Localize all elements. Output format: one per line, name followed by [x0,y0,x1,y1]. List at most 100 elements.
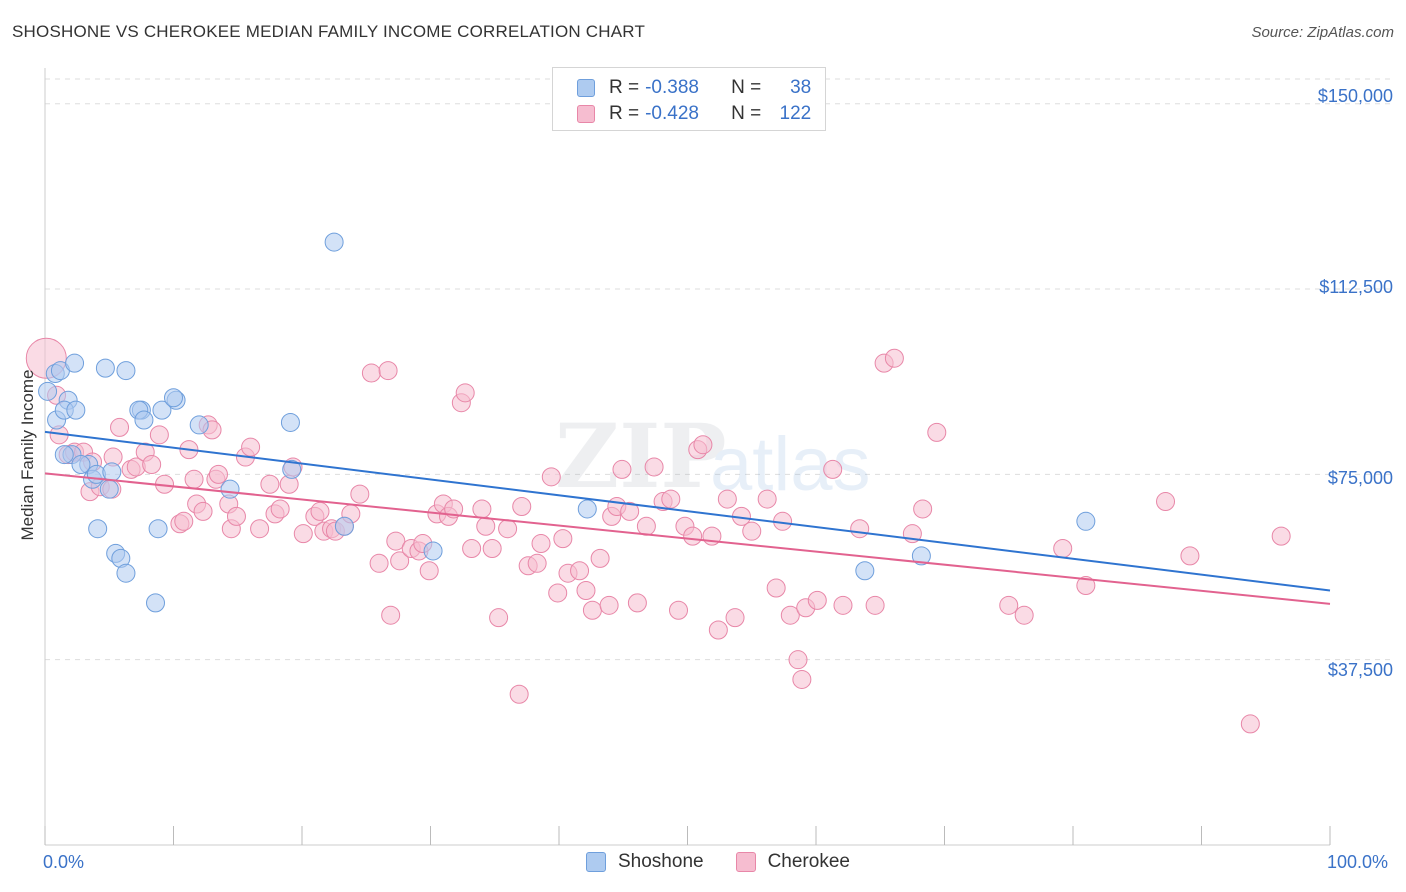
cherokee-point [369,553,389,573]
source-note: Source: ZipAtlas.com [1251,24,1394,41]
cherokee-point [476,516,496,536]
shoshone-point [152,400,172,420]
cherokee-point [599,595,619,615]
cherokee-point [927,422,947,442]
cherokee-point [884,348,904,368]
shoshone-point [189,415,209,435]
shoshone-point [146,593,166,613]
watermark-atlas: atlas [710,422,871,507]
legend-row-cherokee: R = -0.428 N = 122 [577,102,811,126]
cherokee-point [1053,538,1073,558]
cherokee-point [850,519,870,539]
cherokee-point [807,590,827,610]
cherokee-points [25,337,1291,734]
shoshone-points [38,232,1096,613]
y-tick-label: $37,500 [1327,660,1393,680]
watermark: ZIP atlas [555,404,871,508]
cherokee-point [527,553,547,573]
shoshone-point [324,232,344,252]
shoshone-point [95,358,115,378]
legend-r-label: R = [609,77,640,98]
cherokee-point [590,548,610,568]
cherokee-point [482,538,502,558]
cherokee-point [833,595,853,615]
shoshone-point [88,519,108,539]
shoshone-point [71,454,91,474]
cherokee-point [788,650,808,670]
legend-item-shoshone: Shoshone [586,851,704,873]
cherokee-point [620,501,640,521]
cherokee-point [582,600,602,620]
cherokee-point [381,605,401,625]
cherokee-point [531,534,551,554]
y-tick-label: $112,500 [1319,277,1393,297]
series-legend: Shoshone Cherokee [586,851,882,873]
cherokee-point [241,437,261,457]
cherokee-point [683,526,703,546]
cherokee-point [110,417,130,437]
shoshone-point [164,388,183,408]
cherokee-point [350,484,370,504]
cherokee-point [1180,546,1200,566]
cherokee-n-value: 122 [779,103,812,124]
shoshone-point [65,353,85,373]
cherokee-point [742,521,762,541]
y-axis-title: Median Family Income [18,369,37,541]
legend-n-label: N = [731,77,762,98]
y-tick-label: $150,000 [1317,86,1393,106]
cherokee-point [576,580,596,600]
cherokee-point [512,496,532,516]
shoshone-point [116,563,136,583]
cherokee-point [293,524,313,544]
cherokee-point [208,464,228,484]
shoshone-point [134,410,154,430]
cherokee-point [184,469,204,489]
cherokee-point [149,425,169,445]
cherokee-point [548,583,568,603]
cherokee-point [361,363,381,383]
shoshone-point [577,499,597,519]
cherokee-point [419,561,439,581]
cherokee-point [378,361,398,381]
cherokee-point [999,595,1019,615]
cherokee-point [792,669,812,689]
shoshone-swatch [586,852,606,872]
cherokee-point [270,499,290,519]
shoshone-point [282,459,302,479]
shoshone-point [911,546,931,566]
cherokee-point [1076,576,1096,596]
cherokee-point [489,608,509,628]
stats-legend: R = -0.388 N = 38 R = -0.428 N = 122 [552,67,826,131]
cherokee-point [636,516,656,536]
cherokee-point [250,519,270,539]
shoshone-legend-label: Shoshone [618,851,704,872]
cherokee-point [1271,526,1291,546]
cherokee-point [725,608,745,628]
cherokee-point [498,519,518,539]
shoshone-point [220,479,240,499]
shoshone-point [334,516,354,536]
cherokee-point [541,467,561,487]
shoshone-point [102,462,122,482]
shoshone-point [99,479,119,499]
cherokee-point [693,435,713,455]
axes [44,68,1331,846]
cherokee-point [627,593,647,613]
shoshone-point [1076,511,1096,531]
shoshone-point [423,541,443,561]
shoshone-point [280,412,300,432]
cherokee-point [865,595,885,615]
cherokee-point [462,538,482,558]
legend-n-label: N = [731,103,762,124]
cherokee-point [612,459,632,479]
cherokee-point [226,506,246,526]
trend-lines [44,430,1331,605]
shoshone-point [116,361,136,381]
cherokee-point [757,489,777,509]
cherokee-point [708,620,728,640]
x-tick-label-start: 0.0% [43,852,85,872]
legend-item-cherokee: Cherokee [735,851,850,873]
cherokee-point [1014,605,1034,625]
cherokee-point [669,600,689,620]
